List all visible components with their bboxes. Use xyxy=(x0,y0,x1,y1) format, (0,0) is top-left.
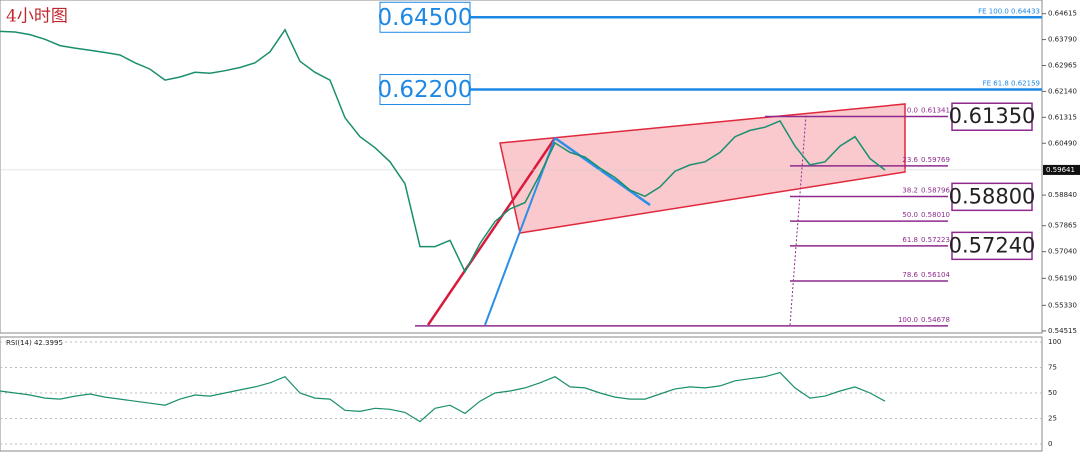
y-tick-label: 0.58840 xyxy=(1048,191,1077,199)
fib-price: 0.58796 xyxy=(921,186,950,194)
level-box xyxy=(379,74,471,106)
fib-ratio: 0.0 xyxy=(907,107,918,115)
fib-price: 0.58010 xyxy=(921,211,950,219)
target-label: 0.61350 xyxy=(949,104,1036,128)
fib-ratio: 61.8 xyxy=(902,236,918,244)
y-tick-label: 0.64615 xyxy=(1048,10,1077,18)
chart-title: 4小时图 xyxy=(6,7,68,27)
fib-price: 0.54678 xyxy=(921,316,950,324)
fib-ratio: 38.2 xyxy=(902,186,918,194)
target-box xyxy=(951,102,1033,131)
y-tick-label: 0.54515 xyxy=(1048,327,1077,335)
level-note: FE 61.8 0.62159 xyxy=(983,80,1040,88)
rsi-line xyxy=(0,371,886,423)
y-tick-label: 0.61315 xyxy=(1048,113,1077,121)
level-label: 0.64500 xyxy=(377,5,472,31)
level-box xyxy=(379,1,471,33)
fib-price: 0.56104 xyxy=(921,271,950,279)
y-tick-label: 0.56190 xyxy=(1048,274,1077,282)
y-tick-label: 0.60490 xyxy=(1048,139,1077,147)
fib-price: 0.61341 xyxy=(921,107,950,115)
fib-ratio: 78.6 xyxy=(902,271,918,279)
level-label: 0.62200 xyxy=(377,77,472,103)
trend-line xyxy=(554,136,651,207)
rsi-panel xyxy=(0,336,1043,452)
fib-ratio: 50.0 xyxy=(902,211,918,219)
y-tick-label: 0.62965 xyxy=(1048,62,1077,70)
y-tick-label: 0.55330 xyxy=(1048,301,1077,309)
price-line xyxy=(0,28,886,274)
y-tick-label: 0.57865 xyxy=(1048,222,1077,230)
current-price-box xyxy=(1043,164,1080,175)
current-price-label: 0.59641 xyxy=(1046,166,1075,174)
target-label: 0.58800 xyxy=(949,184,1036,208)
fib-ratio: 23.6 xyxy=(902,156,918,164)
dashed-line xyxy=(789,114,807,326)
rsi-tick-label: 50 xyxy=(1048,389,1057,397)
target-box xyxy=(951,182,1033,212)
trend-line xyxy=(484,137,556,326)
target-box xyxy=(951,231,1033,261)
rsi-tick-label: 25 xyxy=(1048,415,1057,423)
rsi-label: RSI(14) 42.3995 xyxy=(6,339,63,347)
fib-price: 0.57223 xyxy=(921,236,950,244)
fib-price: 0.59769 xyxy=(921,156,950,164)
target-label: 0.57240 xyxy=(949,233,1036,257)
rsi-tick-label: 0 xyxy=(1048,440,1052,448)
fib-ratio: 100.0 xyxy=(898,316,918,324)
level-note: FE 100.0 0.64433 xyxy=(978,7,1040,15)
y-tick-label: 0.57040 xyxy=(1048,248,1077,256)
y-tick-label: 0.62140 xyxy=(1048,87,1077,95)
rsi-tick-label: 75 xyxy=(1048,364,1057,372)
rsi-tick-label: 100 xyxy=(1048,338,1061,346)
trend-line xyxy=(426,137,557,326)
y-tick-label: 0.63790 xyxy=(1048,36,1077,44)
